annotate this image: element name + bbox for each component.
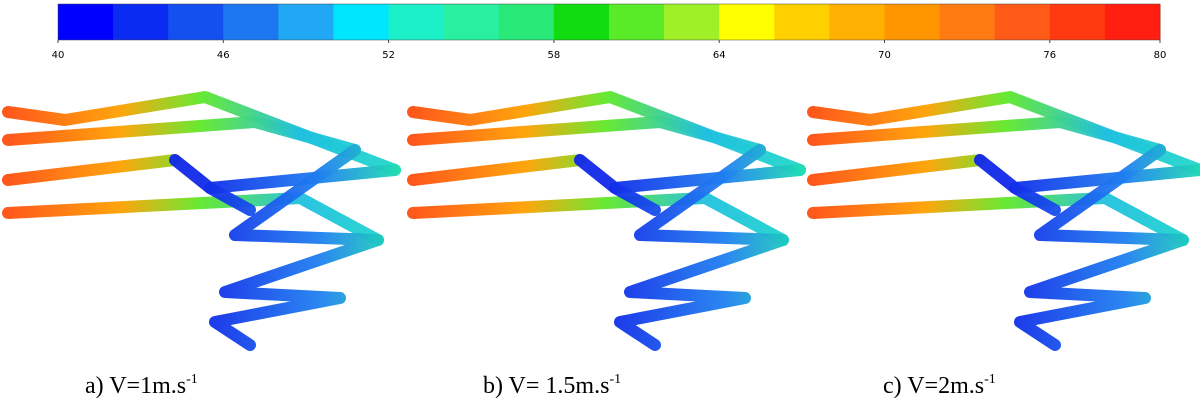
color-swatch: [1049, 4, 1106, 40]
tick-label: 80: [1154, 50, 1167, 61]
color-swatch: [939, 4, 996, 40]
color-swatch: [664, 4, 720, 40]
color-swatch: [113, 4, 169, 40]
caption-text: b) V= 1.5m.s: [483, 373, 609, 399]
color-swatch: [223, 4, 279, 40]
tick-label: 52: [382, 50, 395, 61]
color-swatch: [278, 4, 334, 40]
color-swatch: [829, 4, 885, 40]
color-swatch: [58, 4, 114, 40]
color-swatch: [168, 4, 224, 40]
pipe-render: [813, 97, 1200, 345]
caption-sup: -1: [186, 372, 198, 387]
color-swatch: [884, 4, 941, 40]
caption: b) V= 1.5m.s-1: [483, 372, 621, 399]
color-swatch: [498, 4, 555, 40]
tick-label: 58: [548, 50, 561, 61]
caption-text: a) V=1m.s: [85, 373, 186, 399]
color-swatch: [443, 4, 500, 40]
tick-label: 46: [217, 50, 230, 61]
color-swatch: [1104, 4, 1161, 40]
tick-label: 40: [52, 50, 65, 61]
color-swatch: [333, 4, 390, 40]
caption-sup: -1: [984, 372, 996, 387]
color-swatch: [774, 4, 830, 40]
colorbar-frame: [57, 3, 1161, 41]
color-swatch: [609, 4, 665, 40]
pipe-render: [8, 97, 395, 345]
color-swatch: [553, 4, 610, 40]
colorbar: 40 46 52 58 64 70 76 80: [52, 3, 1167, 61]
color-swatch: [994, 4, 1051, 40]
color-swatch: [388, 4, 445, 40]
caption-text: c) V=2m.s: [883, 373, 984, 399]
tick-label: 64: [713, 50, 726, 61]
captions: a) V=1m.s-1 b) V= 1.5m.s-1 c) V=2m.s-1: [85, 372, 996, 399]
caption: a) V=1m.s-1: [85, 372, 198, 399]
tick-label: 76: [1043, 50, 1056, 61]
color-swatch: [719, 4, 775, 40]
tick-label: 70: [878, 50, 891, 61]
caption-sup: -1: [609, 372, 621, 387]
caption: c) V=2m.s-1: [883, 372, 996, 399]
pipe-render: [413, 97, 800, 345]
